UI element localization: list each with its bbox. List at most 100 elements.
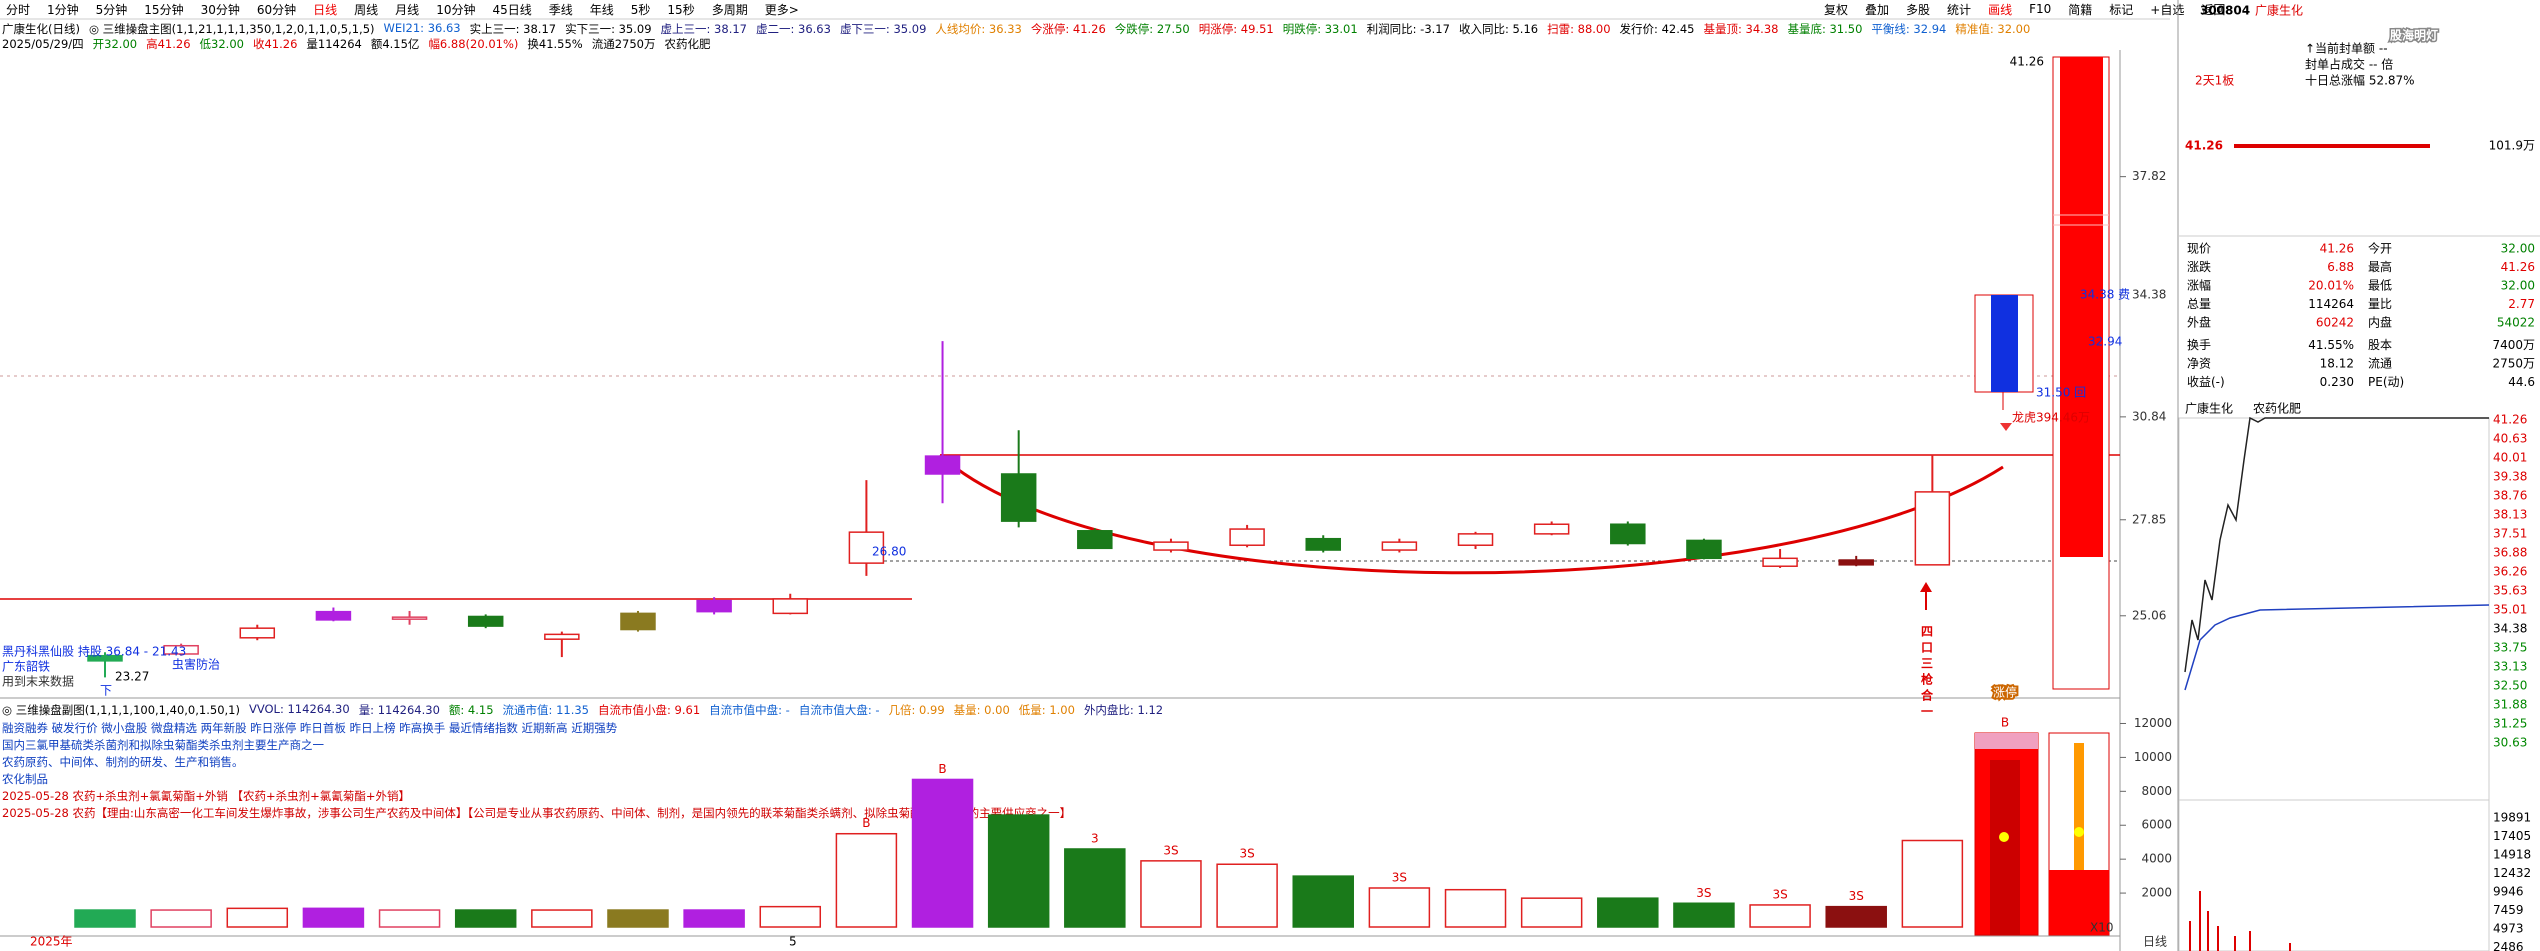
tool-button[interactable]: 多股 (1906, 2, 1931, 17)
volume-bar (74, 909, 136, 928)
tool-button[interactable]: +自选 (2150, 2, 2185, 17)
volume-label: 3S (1849, 889, 1864, 903)
tool-button[interactable]: 叠加 (1865, 2, 1890, 17)
period-button[interactable]: 更多> (764, 2, 799, 17)
news-line: 2025-05-28 农药+杀虫剂+氯氰菊酯+外销 【农药+杀虫剂+氯氰菊酯+外… (2, 789, 410, 803)
volume-bar (683, 909, 745, 928)
info-item: WEI21: 36.63 (383, 21, 461, 35)
volume-bar (302, 907, 365, 928)
volume-bar (378, 909, 441, 928)
mini-title: 广康生化 (2185, 401, 2233, 416)
last-price: 41.26 (2185, 139, 2223, 153)
period-button[interactable]: 日线 (313, 2, 338, 17)
volume-bar (987, 814, 1050, 928)
candle-body (1305, 537, 1341, 551)
info-item: 今跌停: 27.50 (1114, 22, 1190, 36)
tool-button[interactable]: 返回 (2201, 2, 2226, 17)
tool-button[interactable]: 简籍 (2068, 2, 2093, 17)
forecast-label: B (2001, 716, 2009, 730)
period-button[interactable]: 30分钟 (200, 2, 240, 17)
period-button[interactable]: 5秒 (630, 2, 651, 17)
quote-value: 6.88 (2327, 260, 2354, 274)
tool-button[interactable]: 复权 (1824, 2, 1849, 17)
indicator-line: 广康生化(日线) ◎ 三维操盘主图(1,1,21,1,1,1,350,1,2,0,… (2, 21, 2030, 37)
period-button[interactable]: 1分钟 (47, 2, 79, 17)
info-item: 基量底: 31.50 (1787, 22, 1863, 36)
mini-title: 农药化肥 (2253, 402, 2301, 416)
news-line: 2025-05-28 农药【理由:山东高密一化工车间发生爆炸事故，涉事公司生产农… (2, 806, 1072, 820)
price-label: 34.38 费 (2080, 288, 2130, 302)
quote-value: 2750万 (2492, 357, 2535, 371)
quote-label: 量比 (2368, 297, 2392, 311)
candle-body (163, 644, 199, 655)
price-label: 23.27 (115, 670, 149, 684)
info-item: 自流市值大盘: - (798, 703, 880, 717)
quote-label: 外盘 (2187, 315, 2211, 330)
candle-body (1457, 533, 1494, 546)
mini-axis-label: 38.13 (2493, 508, 2527, 522)
x-label: 5 (789, 935, 797, 949)
volume-bar (1597, 897, 1659, 928)
quote-value: 114264 (2308, 297, 2354, 311)
quote-label: 涨跌 (2187, 259, 2211, 274)
mini-axis-label: 34.38 (2493, 622, 2527, 636)
quote-label: 股本 (2368, 338, 2392, 352)
candle-body (87, 654, 123, 662)
info-item: 流通市值: 11.35 (502, 703, 589, 717)
volume-bar (1140, 860, 1202, 928)
candle-body (1838, 559, 1874, 566)
info-item: 流通2750万 (591, 37, 656, 51)
mini-axis-label: 38.76 (2493, 489, 2527, 503)
y-tick-label: 27.85 (2132, 512, 2166, 526)
quote-value: 41.55% (2308, 338, 2354, 352)
candle-body (848, 531, 885, 564)
period-button[interactable]: 10分钟 (436, 2, 476, 17)
period-button[interactable]: 5分钟 (95, 2, 128, 17)
volume-bar (226, 907, 289, 928)
period-button[interactable]: 多周期 (711, 2, 748, 17)
info-item: 虚二一: 36.63 (755, 22, 831, 36)
mini-axis-label: 17405 (2493, 829, 2531, 843)
period-button[interactable]: 周线 (354, 2, 379, 17)
candle-body (1000, 473, 1037, 522)
volume-bar (454, 909, 517, 928)
mini-axis-label: 37.51 (2493, 527, 2527, 541)
info-item: 虚下三一: 35.09 (839, 22, 927, 36)
period-button[interactable]: 分时 (6, 2, 31, 17)
period-button[interactable]: 45日线 (492, 2, 532, 17)
mini-axis-label: 39.38 (2493, 470, 2527, 484)
volume-bar (607, 909, 669, 928)
period-button[interactable]: 15分钟 (144, 2, 184, 17)
quote-value: 7400万 (2492, 338, 2535, 352)
y-tick-label: 2000 (2141, 886, 2172, 900)
candle-body (620, 612, 656, 631)
info-item: 广康生化(日线) (2, 22, 80, 36)
y-tick-label: 10000 (2134, 750, 2172, 764)
info-item: 扫雷: 88.00 (1547, 22, 1611, 36)
period-button[interactable]: 15秒 (667, 2, 695, 17)
quote-label: 流通 (2368, 357, 2392, 371)
tool-button[interactable]: 画线 (1988, 2, 2013, 17)
mini-axis-label: 36.26 (2493, 565, 2527, 579)
quote-line: 2025/05/29/四 开32.00 高41.26 低32.00 收41.26 量114… (2, 36, 711, 52)
mini-axis-label: 30.63 (2493, 736, 2527, 750)
volume-bar (759, 905, 822, 928)
quote-value: 41.26 (2320, 242, 2354, 256)
period-button[interactable]: 月线 (395, 2, 420, 17)
tool-button[interactable]: 标记 (2109, 2, 2134, 17)
volume-label: 3S (1163, 843, 1178, 857)
candle-body (315, 610, 352, 621)
period-button[interactable]: 60分钟 (256, 2, 297, 17)
quote-label: 涨幅 (2187, 278, 2211, 293)
y-tick-label: 37.82 (2132, 169, 2166, 183)
period-toolbar: 分时 1分钟 5分钟 15分钟 30分钟 60分钟 日线 周线 月线 10分钟 45日线 季线 年线 5秒… (2, 0, 803, 18)
mini-axis-label: 31.25 (2493, 717, 2527, 731)
info-item: ◎ 三维操盘副图(1,1,1,1,100,1,40,0,1.50,1) (2, 703, 240, 717)
period-button[interactable]: 年线 (589, 2, 614, 17)
info-item: 基量: 0.00 (953, 703, 1010, 717)
candle-body (1381, 541, 1418, 551)
period-button[interactable]: 季线 (548, 2, 573, 17)
tool-button[interactable]: 统计 (1947, 2, 1972, 17)
tool-button[interactable]: F10 (2029, 2, 2052, 16)
quote-value: 32.00 (2501, 279, 2535, 293)
